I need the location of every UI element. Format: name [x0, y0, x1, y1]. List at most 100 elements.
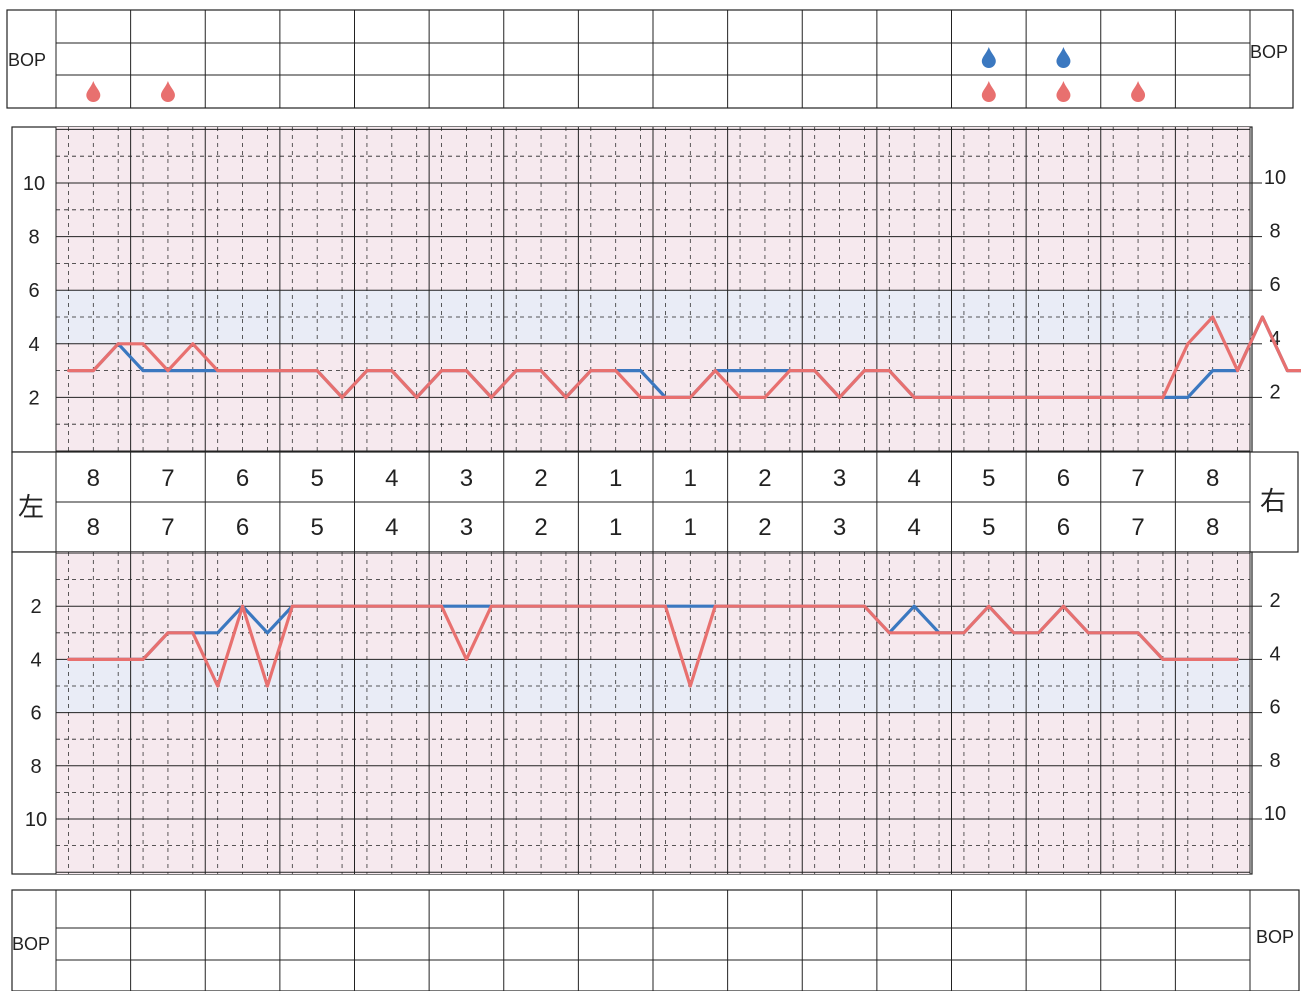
- upper-chart-series-2-point: [514, 369, 518, 372]
- lower-chart-series-2-point: [1161, 658, 1165, 661]
- lower-chart-series-2-point: [1086, 631, 1090, 635]
- lower-chart-series-2-point: [191, 631, 195, 635]
- lower-chart-series-2-point: [639, 604, 642, 608]
- bottom-bop-table: [11, 889, 1300, 991]
- upper-chart-series-2-point: [1062, 396, 1065, 399]
- tooth-number-upper: 8: [1206, 465, 1219, 492]
- tooth-number-lower: 4: [908, 514, 921, 541]
- lower-chart-series-2-point: [166, 631, 170, 635]
- upper-chart-series-2-point: [1285, 369, 1289, 372]
- lower-chart-ytick-left: 6: [30, 703, 41, 725]
- bop-label-bottom-right: BOP: [1256, 927, 1294, 947]
- lower-chart-series-2-point: [1136, 631, 1140, 635]
- tooth-number-upper: 3: [460, 465, 473, 492]
- upper-chart-series-2-point: [67, 369, 70, 372]
- upper-chart-series-2-point: [863, 369, 866, 372]
- lower-chart-series-2-point: [738, 604, 742, 608]
- upper-chart-series-2-point: [639, 396, 642, 399]
- upper-chart-series-2-point: [962, 396, 966, 399]
- upper-chart-series-2-point: [887, 369, 891, 372]
- lower-chart-ytick-left: 4: [30, 649, 41, 671]
- upper-chart-series-2-point: [664, 396, 667, 399]
- lower-chart-series-2-point: [763, 604, 767, 608]
- upper-chart-series-2-point: [116, 342, 120, 346]
- tooth-number-upper: 2: [534, 465, 547, 492]
- lower-chart-series-2-point: [514, 604, 518, 608]
- tooth-number-upper: 6: [236, 465, 249, 492]
- upper-chart-series-2-point: [1161, 396, 1165, 399]
- lower-chart-series-1-point: [216, 631, 220, 635]
- upper-chart-ytick-right: 6: [1269, 274, 1280, 296]
- tooth-number-lower: 1: [609, 514, 622, 541]
- upper-probing-chart: 10 10 8 8 6 6 4 4 2 2: [11, 126, 1301, 453]
- lower-chart-series-2-point: [290, 604, 294, 608]
- tooth-number-upper: 1: [609, 465, 622, 492]
- bleeding-drop-icon: [86, 81, 101, 103]
- tooth-number-upper: 3: [833, 465, 846, 492]
- upper-chart-series-2-point: [241, 369, 244, 372]
- lower-chart-series-2-point: [216, 684, 220, 688]
- lower-chart-series-2-point: [962, 631, 966, 635]
- upper-chart-series-2-point: [1037, 396, 1040, 399]
- upper-chart-series-2-point: [465, 369, 468, 372]
- upper-chart-series-2-point: [216, 369, 220, 372]
- lower-chart-series-2-point: [688, 684, 692, 688]
- top-bop-table: [6, 9, 1294, 109]
- upper-chart-series-2-point: [1136, 396, 1140, 399]
- upper-chart-series-2-point: [141, 342, 145, 346]
- upper-chart-ytick-right: 8: [1269, 221, 1280, 243]
- tooth-number-upper: 7: [1131, 465, 1144, 492]
- upper-chart-series-2-point: [738, 396, 742, 399]
- lower-chart-series-2-point: [340, 604, 344, 608]
- tooth-number-lower: 3: [460, 514, 473, 541]
- upper-chart-series-2-point: [191, 342, 195, 346]
- upper-chart-series-2-point: [166, 369, 170, 372]
- upper-chart-series-2-point: [1236, 369, 1239, 372]
- lower-chart-ytick-left: 8: [30, 756, 41, 778]
- lower-chart-series-2-point: [1211, 658, 1215, 661]
- lower-chart-series-2-point: [390, 604, 394, 608]
- lower-chart-series-1-point: [465, 604, 468, 608]
- lower-chart-ytick-left: 2: [30, 596, 41, 618]
- bleeding-drop-icon: [981, 47, 996, 68]
- upper-chart-series-2-point: [315, 369, 319, 372]
- upper-chart-series-2-point: [1012, 396, 1016, 399]
- tooth-number-upper: 5: [311, 465, 324, 492]
- upper-chart-series-2-point: [788, 369, 792, 372]
- upper-chart-ytick-right: 2: [1269, 381, 1280, 403]
- bleeding-drop-icon: [1056, 81, 1071, 103]
- upper-chart-series-2-point: [813, 369, 817, 372]
- tooth-number-upper: 6: [1057, 465, 1070, 492]
- lower-chart-series-2-point: [1062, 604, 1065, 608]
- lower-chart-series-2-point: [465, 658, 468, 661]
- bleeding-drop-icon: [1056, 47, 1071, 68]
- lower-chart-series-2-point: [1186, 658, 1190, 661]
- upper-chart-series-2-point: [688, 396, 692, 399]
- lower-chart-ytick-right: 6: [1269, 697, 1280, 719]
- upper-chart-series-2-point: [1086, 396, 1090, 399]
- upper-chart-series-2-point: [340, 396, 344, 399]
- lower-chart-series-2-point: [664, 604, 667, 608]
- upper-chart-series-2-point: [266, 369, 269, 372]
- lower-chart-series-2-point: [1012, 631, 1016, 635]
- upper-chart-series-2-point: [1211, 315, 1215, 319]
- tooth-number-lower: 7: [161, 514, 174, 541]
- bop-label-bottom-left: BOP: [12, 934, 50, 954]
- tooth-number-lower: 8: [1206, 514, 1219, 541]
- left-side-label: 左: [18, 492, 44, 522]
- upper-chart-series-1-point: [639, 369, 642, 372]
- lower-chart-series-2-point: [589, 604, 593, 608]
- upper-chart-series-2-point: [838, 396, 841, 399]
- bop-label-top-left: BOP: [8, 50, 46, 70]
- upper-chart-series-2-point: [614, 369, 618, 372]
- upper-chart-series-2-point: [365, 369, 369, 372]
- lower-chart-series-2-point: [116, 658, 120, 661]
- lower-chart-series-2-point: [788, 604, 792, 608]
- tooth-number-lower: 2: [534, 514, 547, 541]
- lower-chart-series-2-point: [863, 604, 866, 608]
- tooth-number-upper: 8: [87, 465, 100, 492]
- upper-chart-series-2-point: [1261, 315, 1264, 319]
- lower-chart-series-2-point: [489, 604, 493, 608]
- bop-label-top-right: BOP: [1250, 42, 1288, 62]
- upper-chart-ytick-right: 10: [1264, 167, 1286, 189]
